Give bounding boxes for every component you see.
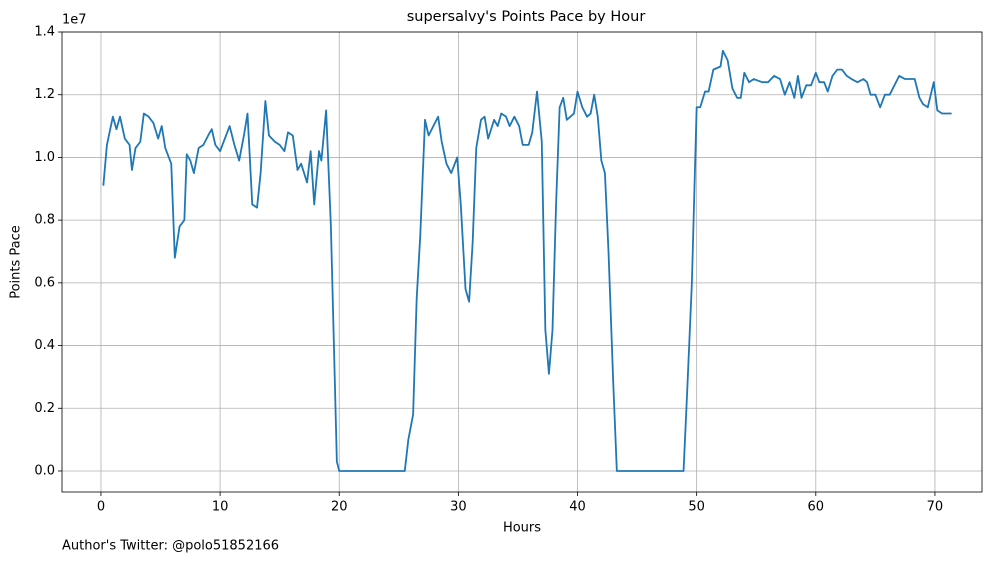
x-axis-label: Hours [503, 521, 541, 536]
x-tick-label: 50 [688, 500, 705, 515]
y-tick-label: 0.6 [34, 275, 55, 290]
x-tick-label: 20 [331, 500, 348, 515]
y-tick-label: 1.0 [34, 150, 55, 165]
x-tick-label: 60 [808, 500, 825, 515]
y-tick-label: 1.4 [34, 25, 55, 40]
x-tick-label: 30 [450, 500, 467, 515]
y-tick-label: 1.2 [34, 87, 55, 102]
x-tick-label: 10 [212, 500, 229, 515]
plot-frame [61, 31, 983, 493]
x-tick-label: 70 [927, 500, 944, 515]
y-tick-label: 0.4 [34, 338, 55, 353]
y-offset-label: 1e7 [62, 13, 87, 28]
x-tick-label: 0 [97, 500, 105, 515]
y-axis-label: Points Pace [9, 225, 24, 299]
y-tick-label: 0.0 [34, 463, 55, 478]
x-tick-label: 40 [569, 500, 586, 515]
y-tick-label: 0.2 [34, 401, 55, 416]
footer: Author's Twitter: @polo51852166 [62, 539, 279, 554]
y-tick-label: 0.8 [34, 213, 55, 228]
chart-title: supersalvy's Points Pace by Hour [407, 9, 646, 25]
data-line [102, 49, 952, 472]
